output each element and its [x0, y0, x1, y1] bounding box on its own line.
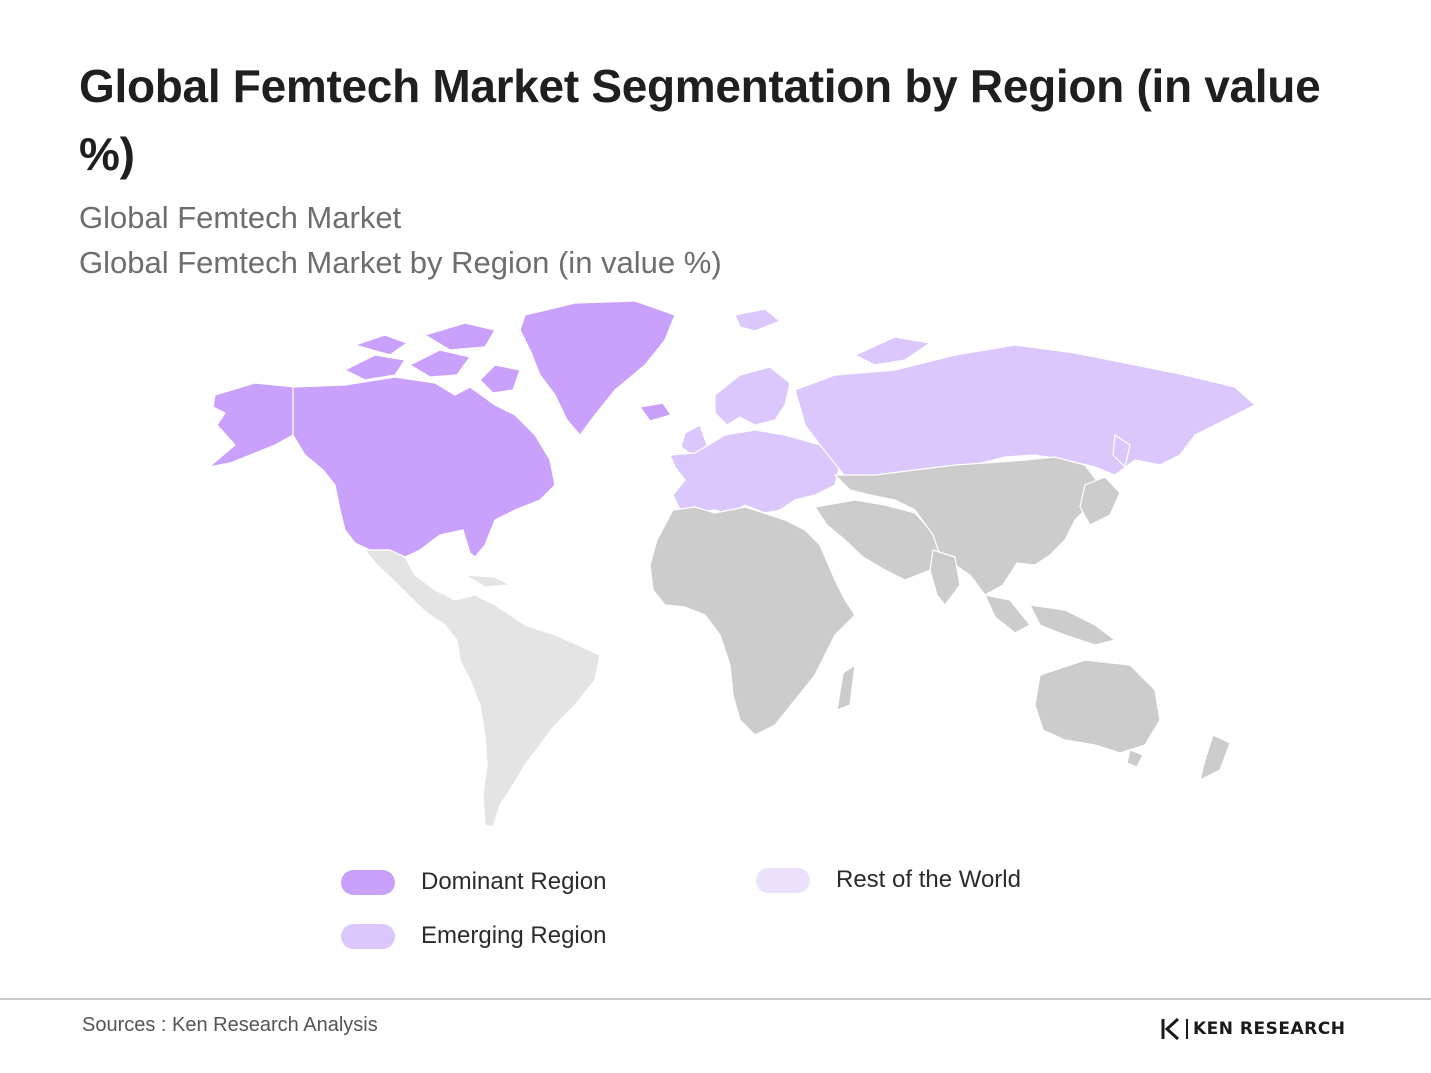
chart-title: Global Femtech Market Segmentation by Re…	[79, 60, 1321, 180]
ken-research-logo: KEN RESEARCH	[1160, 1016, 1345, 1042]
legend-swatch-rest	[756, 867, 810, 893]
region-asia-africa-oceania	[649, 456, 1231, 781]
legend-item-emerging: Emerging Region	[341, 922, 606, 950]
legend-label-rest: Rest of the World	[836, 866, 1021, 893]
legend-swatch-emerging	[341, 923, 395, 949]
region-latin-america	[364, 549, 601, 828]
region-north-america	[208, 300, 676, 558]
region-europe-russia	[669, 308, 1256, 516]
legend-label-dominant: Dominant Region	[421, 868, 607, 895]
ken-research-logo-icon	[1161, 1017, 1180, 1041]
footer-divider	[0, 998, 1431, 1000]
world-map	[208, 300, 1256, 828]
logo-text: KEN RESEARCH	[1193, 1019, 1346, 1039]
chart-subtitle-secondary: Global Femtech Market by Region (in valu…	[79, 245, 722, 280]
logo-separator	[1186, 1019, 1188, 1039]
legend-label-emerging: Emerging Region	[421, 922, 607, 949]
chart-subtitle: Global Femtech Market	[79, 200, 402, 235]
legend-item-rest: Rest of the World	[756, 866, 1021, 894]
legend-item-dominant: Dominant Region	[341, 868, 606, 896]
legend-swatch-dominant	[341, 869, 395, 895]
source-note: Sources : Ken Research Analysis	[82, 1014, 378, 1036]
